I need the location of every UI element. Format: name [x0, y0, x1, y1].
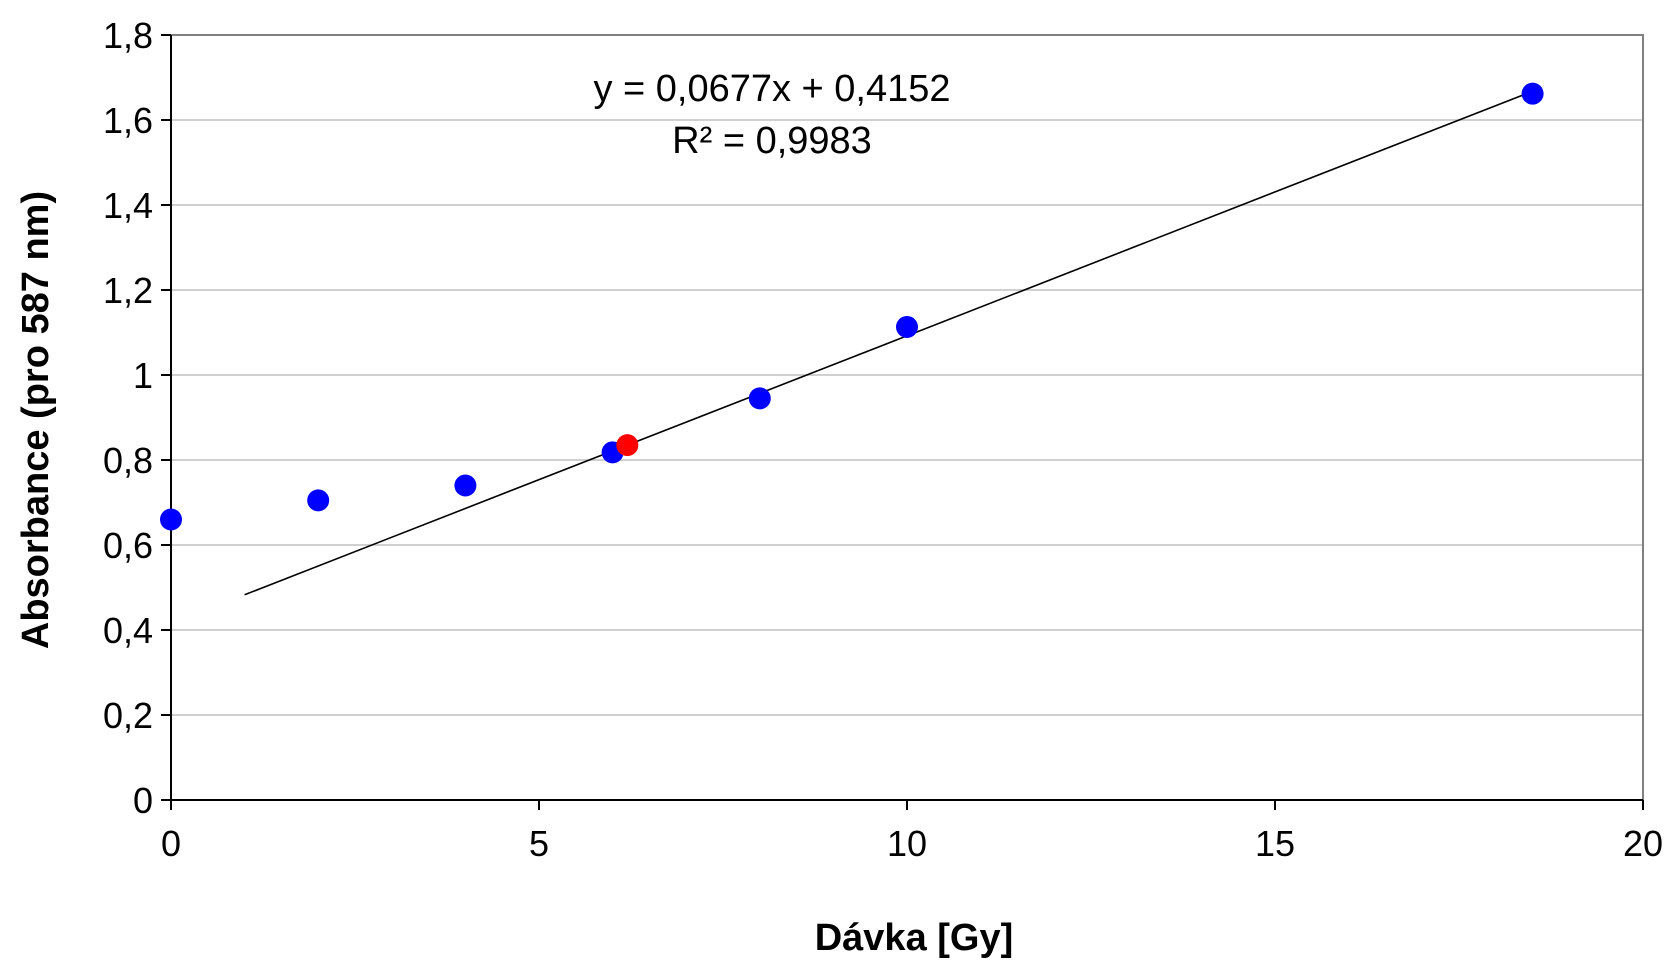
data-point — [748, 387, 771, 410]
x-tick-label: 0 — [161, 823, 181, 864]
x-tick-label: 20 — [1623, 823, 1663, 864]
y-axis-ticks: 0 0,2 0,4 0,6 0,8 1 1,2 1,4 1,6 1,8 — [103, 15, 171, 821]
y-tick-label: 0 — [133, 780, 153, 821]
data-points — [160, 82, 1544, 531]
y-tick-label: 1,6 — [103, 100, 153, 141]
x-axis-ticks: 0 5 10 15 20 — [161, 800, 1663, 864]
x-tick-label: 15 — [1255, 823, 1295, 864]
y-tick-label: 0,2 — [103, 695, 153, 736]
x-tick-label: 10 — [887, 823, 927, 864]
data-point — [1521, 82, 1544, 105]
y-tick-label: 1,8 — [103, 15, 153, 56]
y-tick-label: 1,4 — [103, 185, 153, 226]
y-tick-label: 0,6 — [103, 525, 153, 566]
data-point — [454, 474, 477, 497]
y-tick-label: 0,4 — [103, 610, 153, 651]
data-point-highlight — [616, 434, 639, 457]
data-point — [896, 315, 918, 338]
y-tick-label: 0,8 — [103, 440, 153, 481]
y-axis-title: Absorbance (pro 587 nm) — [15, 191, 57, 649]
y-tick-label: 1 — [133, 355, 153, 396]
trendline-r-squared: R² = 0,9983 — [672, 120, 872, 162]
x-tick-label: 5 — [529, 823, 549, 864]
x-axis-title: Dávka [Gy] — [815, 917, 1014, 959]
trendline-equation: y = 0,0677x + 0,4152 — [593, 68, 950, 110]
trendline — [244, 90, 1533, 596]
data-point — [307, 489, 330, 512]
data-point — [160, 508, 182, 531]
y-tick-label: 1,2 — [103, 270, 153, 311]
gridlines — [171, 119, 1643, 716]
